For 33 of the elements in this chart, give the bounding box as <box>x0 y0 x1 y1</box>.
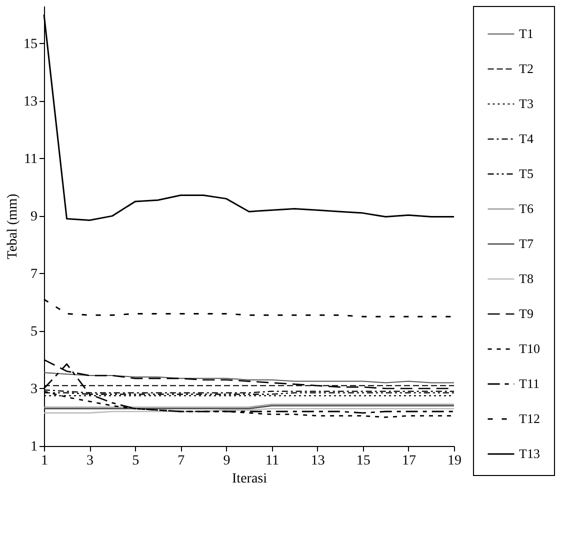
legend-label: T8 <box>519 271 534 286</box>
legend-label: T2 <box>519 61 534 76</box>
legend-label: T10 <box>519 341 540 356</box>
y-tick-label: 15 <box>24 36 38 52</box>
y-tick-label: 9 <box>30 209 38 224</box>
legend-label: T12 <box>519 411 540 426</box>
legend-label: T7 <box>519 236 534 251</box>
x-tick-label: 1 <box>41 454 48 468</box>
legend-label: T13 <box>519 446 540 461</box>
legend-label: T6 <box>519 201 534 216</box>
y-tick-label: 13 <box>24 94 38 110</box>
legend-label: T5 <box>519 166 534 181</box>
x-tick-label: 5 <box>132 454 140 468</box>
y-tick-label: 5 <box>30 324 38 340</box>
x-tick-label: 19 <box>448 454 462 468</box>
legend-label: T1 <box>519 26 534 41</box>
legend-label: T3 <box>519 96 534 111</box>
y-tick-label: 11 <box>24 152 38 167</box>
y-tick-label: 1 <box>30 440 38 454</box>
x-tick-label: 17 <box>402 454 416 468</box>
y-tick-label: 7 <box>30 266 38 282</box>
x-tick-label: 7 <box>178 454 185 468</box>
x-tick-label: 9 <box>223 454 230 468</box>
legend-label: T11 <box>519 376 540 391</box>
x-axis-title: Iterasi <box>232 472 268 486</box>
x-tick-label: 11 <box>266 454 280 468</box>
x-tick-label: 13 <box>310 454 325 468</box>
x-tick-label: 15 <box>356 454 370 468</box>
y-axis-title: Tebal (mm) <box>6 193 20 260</box>
legend-label: T4 <box>519 131 534 146</box>
y-tick-label: 3 <box>30 382 38 397</box>
x-tick-label: 3 <box>86 454 94 468</box>
legend-label: T9 <box>519 306 534 321</box>
